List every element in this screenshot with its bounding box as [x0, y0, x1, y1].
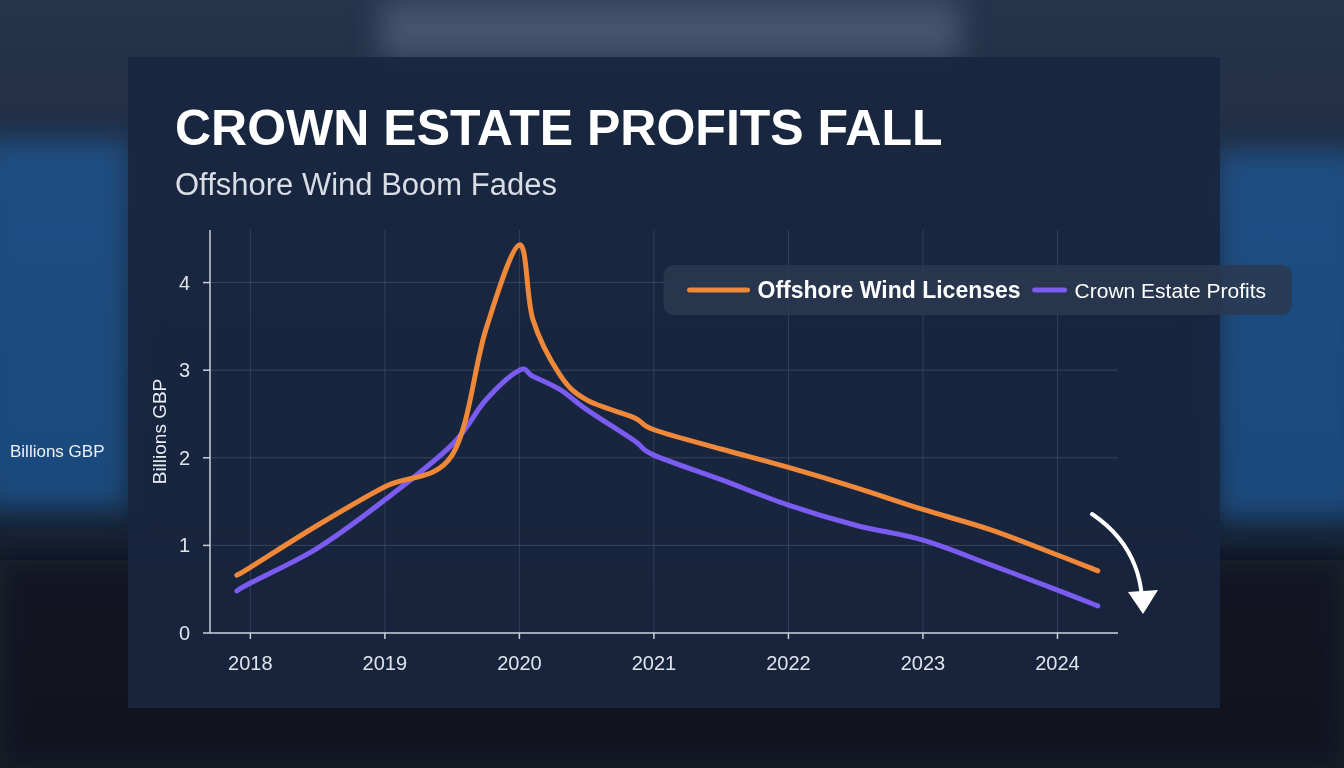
arrow-head: [1128, 590, 1158, 614]
background-blur: [0, 0, 1344, 768]
y-axis-line: [209, 230, 211, 633]
grid-line-y: [210, 370, 1118, 371]
y-tick-label: 0: [179, 622, 190, 644]
x-tick: [519, 633, 521, 639]
panel: [128, 57, 1220, 708]
x-tick: [653, 633, 655, 639]
legend: Offshore Wind Licenses Crown Estate Profi…: [664, 265, 1292, 315]
x-tick-label: 2020: [497, 652, 542, 674]
grid-line-x: [519, 230, 520, 633]
x-tick-label: 2024: [1035, 652, 1080, 674]
arrow: [1092, 514, 1142, 598]
title: CROWN ESTATE PROFITS FALL: [175, 100, 943, 156]
y-tick-label: 3: [179, 359, 190, 381]
legend-label: Crown Estate Profits: [1075, 279, 1266, 302]
x-tick-label: 2018: [228, 652, 273, 674]
screen-right: [1215, 150, 1344, 520]
legend-items: Offshore Wind Licenses Crown Estate Profi…: [690, 277, 1266, 303]
y-tick: [203, 282, 210, 284]
y-tick: [203, 369, 210, 371]
y-tick-label: 4: [179, 272, 190, 294]
y-axis-side-label: Billions GBP: [10, 442, 104, 461]
x-tick: [384, 633, 386, 639]
x-tick-label: 2021: [632, 652, 677, 674]
y-axis-title: Billions GBP: [149, 379, 170, 485]
x-axis-line: [210, 632, 1118, 634]
x-tick: [250, 633, 252, 639]
grid-line-x: [384, 230, 385, 633]
x-tick-label: 2022: [766, 652, 811, 674]
ceiling-light: [380, 0, 960, 60]
legend-swatch: [1035, 288, 1065, 293]
legend-box: [664, 265, 1292, 315]
grid-line-y: [210, 545, 1118, 546]
series-line: [237, 369, 1098, 606]
background: [0, 0, 1344, 768]
grid-line-y: [210, 633, 1118, 634]
legend-swatch: [690, 288, 748, 293]
screen-left: [0, 140, 130, 510]
legend-label: Offshore Wind Licenses: [758, 277, 1021, 303]
x-tick: [922, 633, 924, 639]
x-tick-label: 2023: [901, 652, 946, 674]
x-tick: [1057, 633, 1059, 639]
grid-line-x: [250, 230, 251, 633]
x-tick: [788, 633, 790, 639]
x-tick-label: 2019: [363, 652, 408, 674]
chart: CROWN ESTATE PROFITS FALL Offshore Wind B…: [0, 0, 1344, 768]
y-tick-label: 2: [179, 447, 190, 469]
y-tick-label: 1: [179, 534, 190, 556]
subtitle: Offshore Wind Boom Fades: [175, 167, 557, 202]
y-tick: [203, 457, 210, 459]
y-tick: [203, 545, 210, 547]
y-tick: [203, 632, 210, 634]
